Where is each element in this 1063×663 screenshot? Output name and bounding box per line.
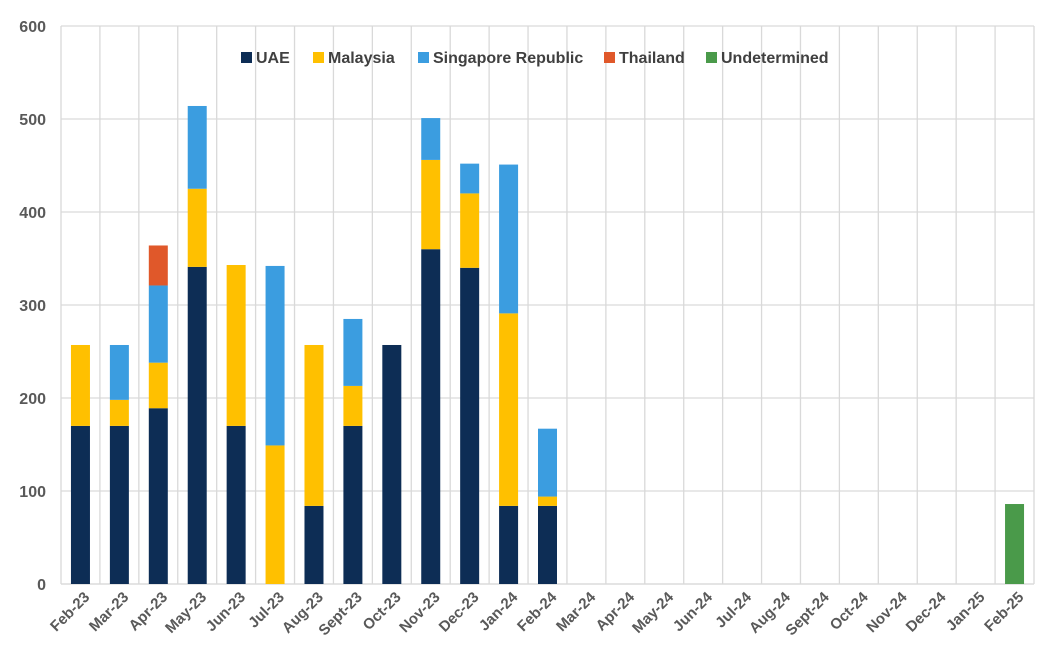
x-tick-label: Nov-23 [396,589,443,636]
bar-segment-malaysia-feb-24 [538,496,557,506]
y-tick-label: 100 [19,484,46,501]
bar-segment-malaysia-jun-23 [226,265,246,426]
legend-swatch-malaysia [313,52,324,63]
bar-segment-singapore-republic-jan-24 [499,164,519,314]
y-tick-label: 600 [19,19,46,36]
bar-segment-singapore-republic-mar-23 [109,344,129,400]
x-tick-label: May-24 [629,588,677,636]
bar-segment-thailand-apr-23 [148,245,168,286]
bar-segment-singapore-republic-dec-23 [460,163,480,194]
y-tick-label: 200 [19,391,46,408]
legend-label-undetermined: Undetermined [721,50,829,67]
x-tick-label: Feb-23 [47,589,93,635]
bar-segment-malaysia-jul-23 [265,445,285,584]
bar-segment-malaysia-jan-24 [499,313,519,506]
legend-swatch-undetermined [706,52,717,63]
y-axis-ticks: 0 100 200 300 400 500 600 [19,19,46,594]
x-tick-label: May-23 [162,589,210,637]
legend-label-uae: UAE [256,50,290,67]
bar-segment-uae-jun-23 [226,425,246,584]
bar-segment-uae-oct-23 [382,344,402,584]
x-tick-label: Jan-24 [476,588,522,634]
grid-layer [60,25,1035,585]
legend-swatch-singapore-republic [418,52,429,63]
y-tick-label: 500 [19,112,46,129]
legend-swatch-thailand [604,52,615,63]
bar-segment-uae-mar-23 [109,425,129,584]
bar-segment-malaysia-dec-23 [460,193,480,268]
bars-layer [70,105,1025,584]
x-tick-label: Sept-24 [782,588,833,639]
legend: UAE Malaysia Singapore Republic Thailand Und… [241,50,829,67]
bar-segment-uae-dec-23 [460,267,480,584]
bar-segment-malaysia-apr-23 [148,362,168,409]
y-tick-label: 300 [19,298,46,315]
bar-segment-singapore-republic-may-23 [187,105,207,189]
x-tick-label: Nov-24 [863,588,911,636]
bar-segment-uae-feb-24 [538,505,557,584]
x-tick-label: Jun-24 [670,588,717,635]
bar-segment-malaysia-nov-23 [421,159,441,250]
bar-segment-uae-may-23 [187,266,207,584]
legend-swatch-uae [241,52,252,63]
bar-segment-uae-apr-23 [148,408,168,584]
bar-segment-malaysia-sept-23 [343,385,363,426]
x-tick-label: Mar-24 [553,588,600,635]
legend-label-thailand: Thailand [619,50,685,67]
x-tick-label: Feb-24 [514,588,561,635]
bar-segment-malaysia-feb-23 [70,344,90,426]
legend-label-malaysia: Malaysia [328,50,395,67]
bar-segment-singapore-republic-nov-23 [421,118,441,160]
bar-segment-malaysia-mar-23 [109,399,129,426]
x-tick-label: Dec-24 [903,588,950,635]
bar-segment-singapore-republic-apr-23 [148,285,168,363]
x-tick-label: Sept-23 [315,589,365,639]
x-axis-ticks: Feb-23Mar-23Apr-23May-23Jun-23Jul-23Aug-… [47,588,1027,639]
bar-segment-uae-feb-23 [70,425,90,584]
bar-segment-singapore-republic-sept-23 [343,318,363,386]
x-tick-label: Mar-23 [86,589,132,635]
y-tick-label: 400 [19,205,46,222]
bar-segment-uae-nov-23 [421,249,441,584]
bar-segment-malaysia-may-23 [187,188,207,267]
x-tick-label: Jan-25 [943,589,989,635]
y-tick-label: 0 [37,577,46,594]
bar-segment-uae-jan-24 [499,505,519,584]
legend-label-singapore-republic: Singapore Republic [433,50,583,67]
bar-segment-singapore-republic-jul-23 [265,265,285,446]
x-tick-label: Feb-25 [981,589,1027,635]
bar-segment-undetermined-feb-25 [1005,504,1025,584]
bar-segment-malaysia-aug-23 [304,344,324,506]
x-tick-label: Dec-23 [436,589,483,636]
bar-segment-singapore-republic-feb-24 [538,428,557,497]
bar-segment-uae-aug-23 [304,505,324,584]
x-tick-label: Jun-23 [203,589,249,635]
bar-segment-uae-sept-23 [343,425,363,584]
